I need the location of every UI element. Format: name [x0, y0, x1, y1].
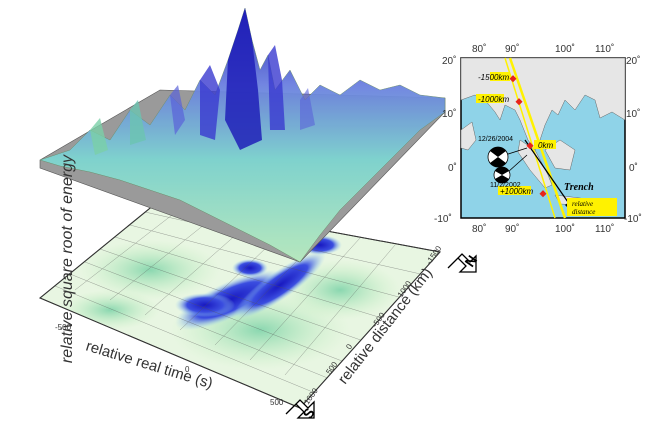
- relative-box: [567, 198, 617, 216]
- lat-tick-20-right: 20˚: [626, 55, 640, 67]
- lon-tick-90-top: 90˚: [505, 43, 519, 55]
- event-date-2002: 11/2/2002: [490, 182, 521, 189]
- event-date-2004: 12/26/2004: [478, 136, 513, 143]
- lon-tick-110-top: 110˚: [595, 43, 614, 55]
- lat-tick-neg10-right: -10˚: [624, 213, 642, 225]
- marker-0: [526, 142, 534, 150]
- projection-plane: [39, 199, 441, 409]
- lon-tick-110-bottom: 110˚: [595, 223, 614, 235]
- north-arrow: N: [447, 252, 480, 273]
- lon-tick-80-bottom: 80˚: [472, 223, 486, 235]
- marker-pos1000: [539, 190, 547, 198]
- south-arrow-icon: [285, 399, 315, 419]
- marker-box-1: [490, 72, 510, 81]
- marker-label-neg1000: -1000km: [478, 95, 509, 104]
- time-tick-500: 500: [270, 398, 284, 407]
- lon-tick-100-bottom: 100˚: [555, 223, 575, 235]
- lat-tick-10-right: 10˚: [626, 108, 640, 120]
- marker-label-0: 0km: [538, 141, 553, 150]
- south-arrow: S: [285, 399, 318, 422]
- beachball-2002: [493, 154, 528, 184]
- rupture-line-1: [508, 57, 567, 219]
- lat-tick-20-left: 20˚: [442, 55, 456, 67]
- marker-box-2: [476, 94, 504, 103]
- beachball-2004: [487, 146, 528, 168]
- lat-tick-0-right: 0˚: [629, 162, 638, 174]
- y-axis-label: relative square root of energy: [59, 154, 76, 364]
- time-tick-0: 0: [185, 365, 190, 374]
- marker-label-pos1000: +1000km: [500, 187, 533, 196]
- lat-tick-neg10-left: -10˚: [434, 213, 452, 225]
- north-arrow-icon: [447, 253, 477, 273]
- lat-tick-0-left: 0˚: [448, 162, 457, 174]
- lat-tick-10-left: 10˚: [442, 108, 456, 120]
- marker-box-3: [534, 140, 556, 149]
- time-tick-neg500: -500: [55, 323, 72, 332]
- rupture-line-2: [504, 57, 556, 219]
- marker-label-neg1500: -1500km: [478, 73, 509, 82]
- marker-box-4: [498, 186, 531, 195]
- distance-label: distance: [572, 208, 595, 216]
- lon-tick-100-top: 100˚: [555, 43, 575, 55]
- dist-tick-0: 0: [344, 342, 354, 351]
- lon-tick-90-bottom: 90˚: [505, 223, 519, 235]
- lon-tick-80-top: 80˚: [472, 43, 486, 55]
- marker-neg1000: [515, 98, 523, 106]
- sumatra: [517, 139, 553, 189]
- india-tip: [460, 121, 477, 151]
- trench-label: Trench: [564, 182, 594, 193]
- relative-label: relative: [572, 200, 593, 208]
- trench-line: [524, 139, 571, 206]
- inset-map: -1500km -1000km 0km +1000km 12/26/2004 1…: [434, 43, 642, 235]
- marker-neg1500: [509, 75, 517, 83]
- energy-surface-3d: [39, 7, 446, 263]
